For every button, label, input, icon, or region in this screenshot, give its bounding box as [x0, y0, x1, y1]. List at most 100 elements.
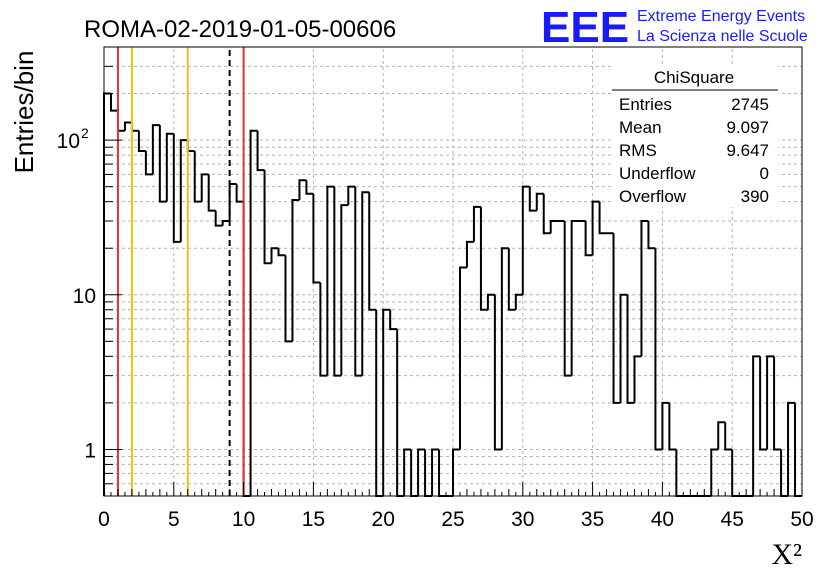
histogram-bin: [298, 179, 307, 201]
histogram-bin: [668, 402, 677, 451]
histogram-bin: [130, 122, 139, 132]
histogram-bin: [598, 201, 607, 235]
threshold-lines: [116, 47, 245, 496]
y-tick-exponent: 2: [81, 125, 89, 141]
eee-logo: EEE Extreme Energy Events La Scienza nel…: [541, 3, 808, 52]
histogram-bin: [389, 309, 398, 331]
histogram-bin: [123, 121, 132, 131]
histogram-bin: [787, 401, 796, 496]
histogram-bin: [340, 204, 349, 376]
stats-box: ChiSquare Entries 2745 Mean 9.097 RMS 9.…: [612, 64, 778, 207]
histogram-bin: [347, 185, 356, 206]
x-tick-label: 45: [721, 508, 744, 531]
x-tick-label: 5: [168, 508, 180, 531]
x-tick-label: 35: [581, 508, 604, 531]
stats-value: 9.647: [726, 141, 769, 160]
histogram-bin: [528, 186, 537, 212]
histogram-bin: [710, 448, 719, 496]
y-axis-label: Entries/bin: [9, 51, 39, 174]
histogram-bin: [417, 448, 426, 496]
histogram-bin: [200, 173, 209, 202]
histogram-bin: [633, 355, 642, 403]
histogram-bin: [396, 329, 405, 497]
stats-label: Mean: [619, 118, 662, 137]
histogram-bin: [458, 266, 467, 450]
histogram-bin: [563, 220, 572, 377]
histogram-bin: [570, 219, 579, 376]
logo-line-2: La Scienza nelle Scuole: [637, 28, 808, 45]
x-tick-label: 20: [372, 508, 395, 531]
stats-value: 390: [741, 187, 769, 206]
histogram-bin: [431, 448, 440, 496]
histogram-bin: [486, 293, 495, 310]
stats-label: Entries: [619, 95, 672, 114]
histogram-bin: [612, 233, 621, 404]
histogram-bin: [291, 199, 300, 342]
histogram-bin: [319, 282, 328, 377]
histogram-bin: [207, 174, 216, 212]
histogram-bin: [591, 200, 600, 256]
histogram-bin: [242, 201, 251, 497]
histogram-bin: [619, 293, 628, 403]
histogram-bin: [654, 248, 663, 451]
histogram-bin: [235, 184, 244, 203]
x-axis-label: X²: [771, 538, 802, 571]
histogram-bin: [584, 220, 593, 257]
histogram-bin: [514, 293, 523, 310]
histogram-bin: [256, 130, 265, 172]
histogram-bin: [647, 220, 656, 250]
histogram-bin: [640, 219, 649, 357]
histogram-bin: [354, 186, 363, 377]
x-tick-label: 0: [98, 508, 110, 531]
stats-value: 9.097: [726, 118, 769, 137]
histogram-bin: [326, 185, 335, 376]
histogram-bin: [521, 185, 530, 295]
histogram-bin: [661, 401, 670, 450]
histogram-bin: [333, 186, 342, 377]
chart-title: ROMA-02-2019-01-05-00606: [84, 16, 396, 43]
histogram-bin: [144, 151, 153, 176]
x-tick-label: 10: [232, 508, 255, 531]
histogram-bin: [116, 110, 125, 132]
histogram-bin: [186, 140, 195, 153]
histogram-bin: [717, 421, 726, 450]
histogram-bin: [172, 133, 181, 243]
histogram-bin: [752, 355, 761, 496]
histogram-bin: [179, 139, 188, 242]
stats-label: Underflow: [619, 164, 696, 183]
y-tick-label: 10: [73, 285, 96, 308]
histogram-bin: [452, 448, 460, 496]
histogram-bin: [549, 219, 558, 234]
histogram-bin: [284, 255, 293, 343]
histogram-bin: [158, 125, 167, 203]
histogram-bin: [277, 248, 286, 257]
histogram-bin: [137, 130, 146, 153]
histogram-bin: [493, 294, 502, 451]
x-tick-label: 15: [302, 508, 325, 531]
histogram-bin: [535, 192, 544, 211]
histogram-bin: [500, 247, 509, 450]
histogram-bin: [270, 247, 279, 264]
x-tick-label: 25: [441, 508, 464, 531]
x-tick-label: 40: [651, 508, 674, 531]
histogram-bin: [542, 193, 551, 235]
eee-logo-mark: EEE: [541, 3, 629, 52]
histogram-bin: [626, 294, 635, 404]
histogram-bin: [472, 205, 481, 242]
histogram-bin: [249, 129, 258, 496]
histogram-bin: [403, 448, 412, 496]
x-tick-label: 30: [511, 508, 534, 531]
stats-value: 2745: [731, 95, 769, 114]
y-tick-label: 10: [57, 130, 80, 153]
stats-box-bg: [612, 64, 778, 207]
x-tick-label: 50: [790, 508, 813, 531]
histogram-bin: [221, 219, 230, 226]
histogram-bin: [766, 355, 775, 450]
histogram-bin: [263, 170, 272, 265]
histogram-bin: [507, 248, 516, 311]
histogram-bin: [479, 206, 488, 311]
stats-label: Overflow: [619, 187, 687, 206]
stats-value: 0: [760, 164, 769, 183]
